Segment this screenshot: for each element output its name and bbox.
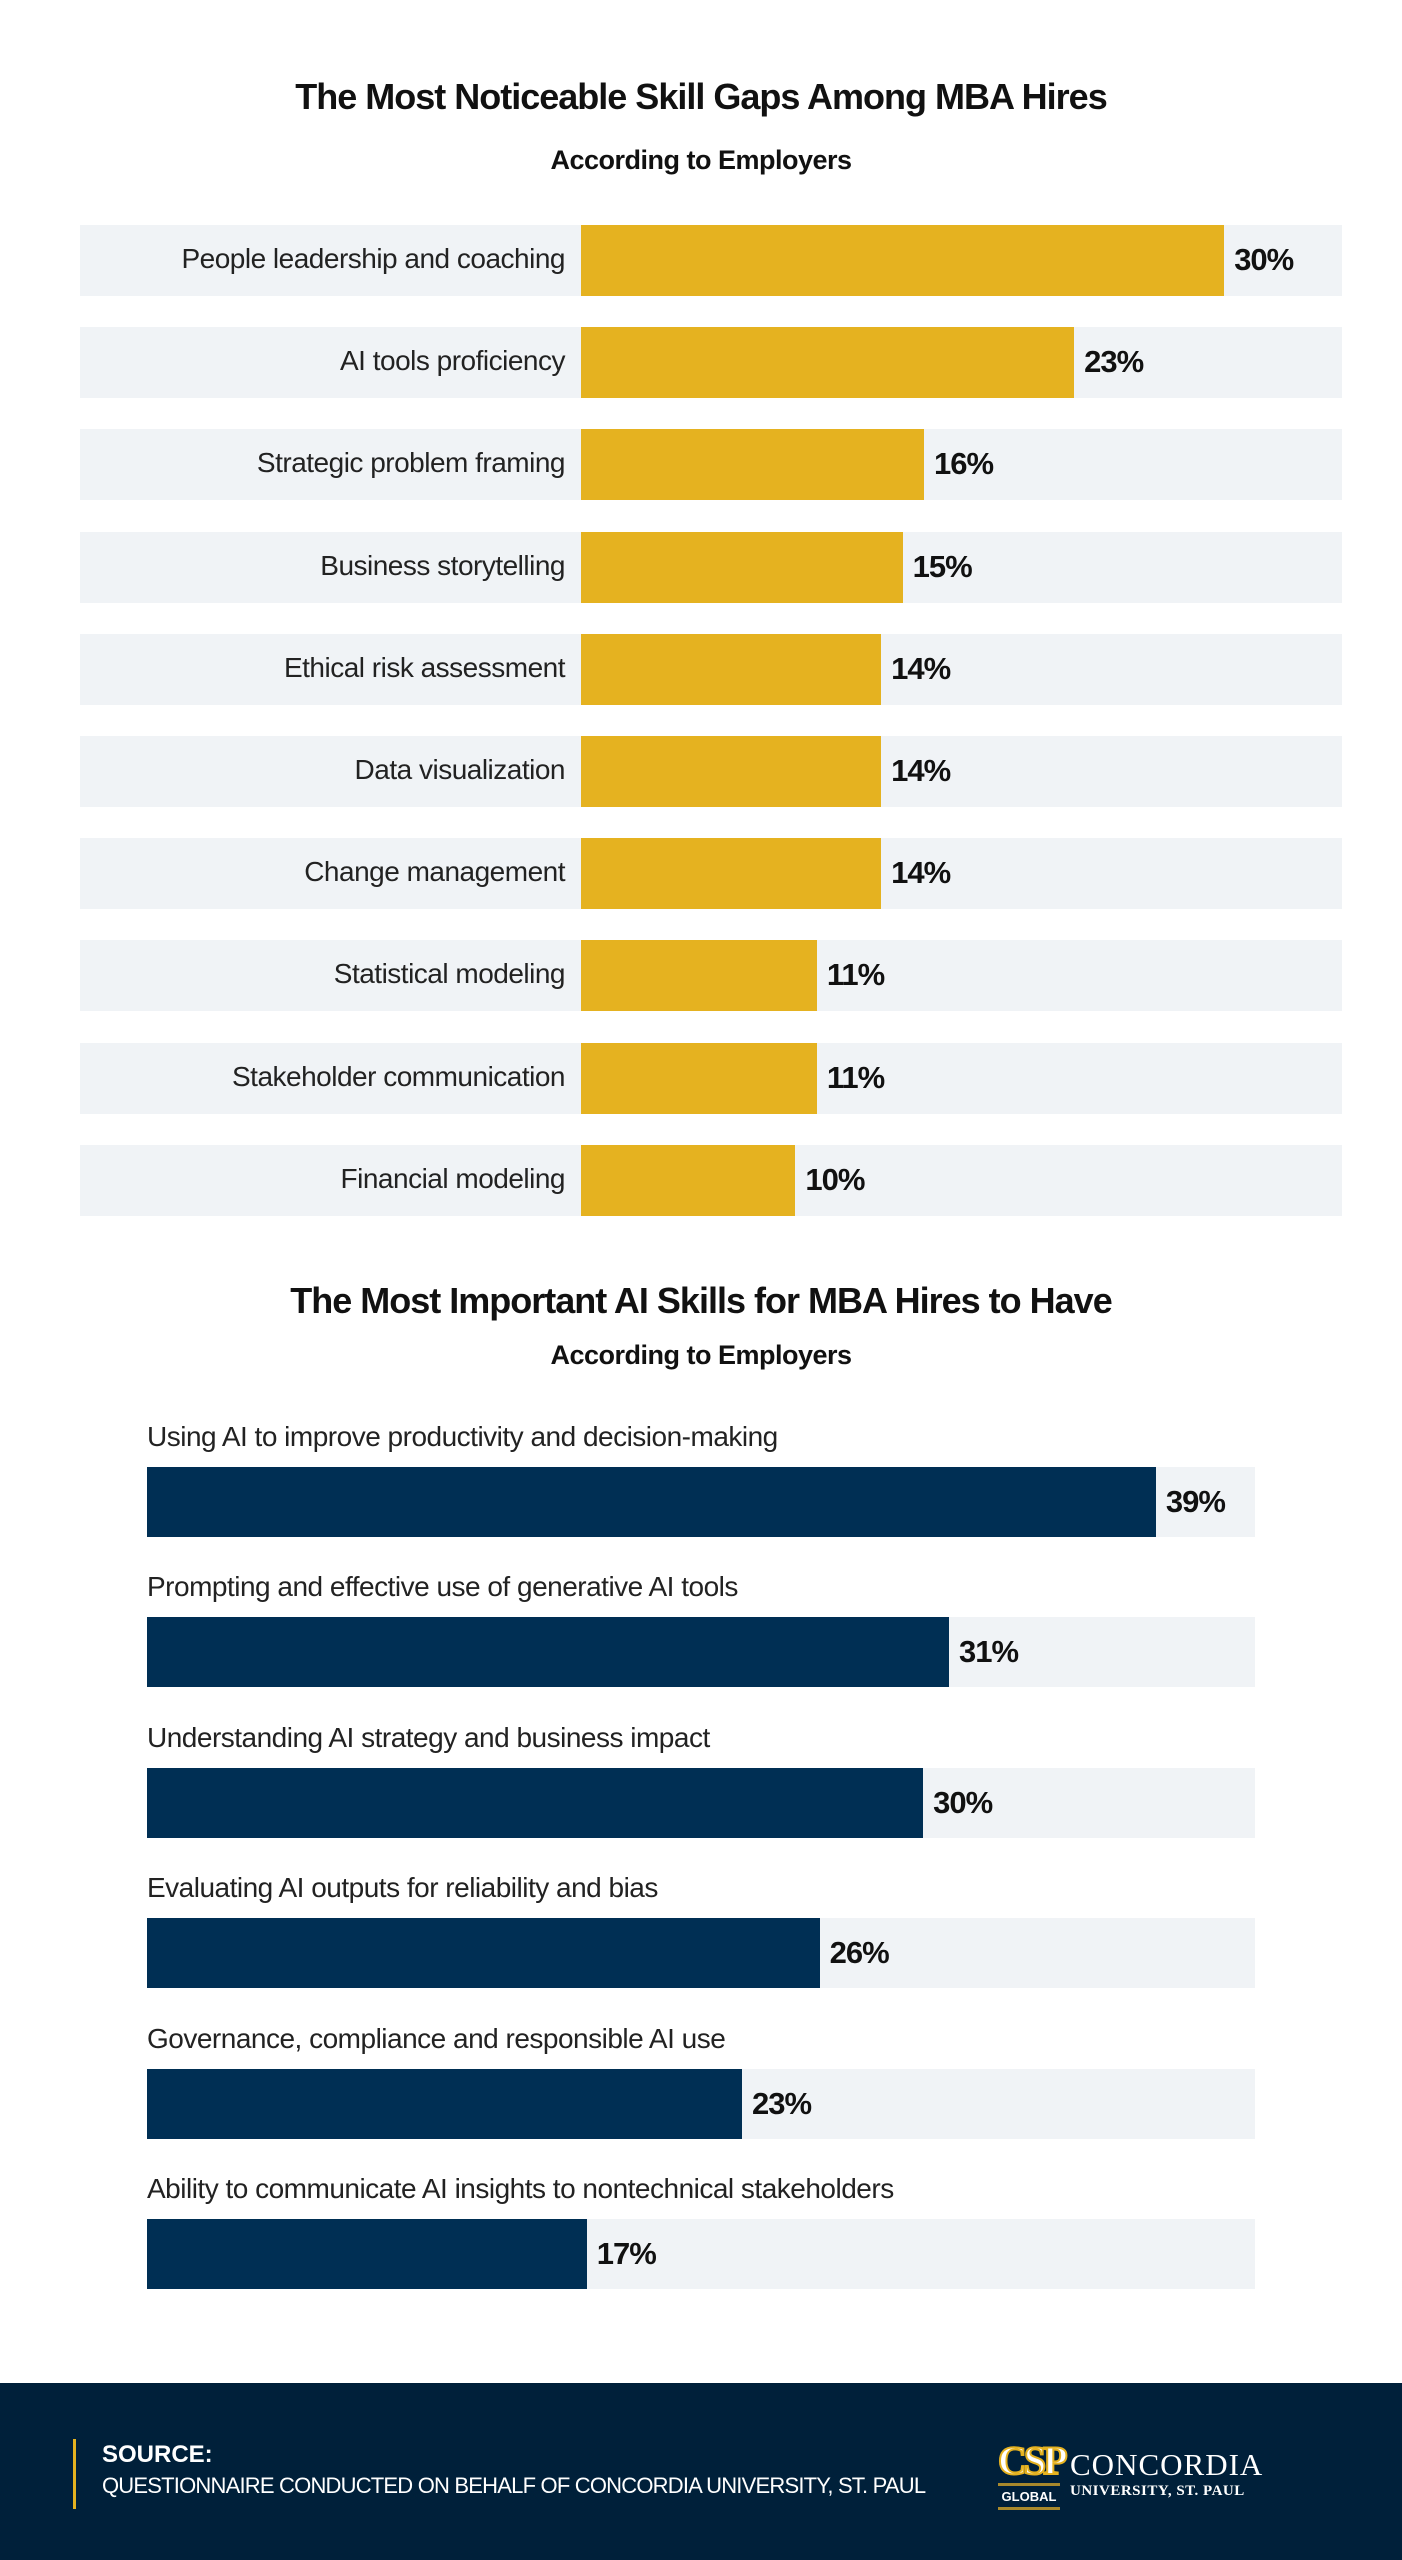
source-accent-rule	[73, 2439, 76, 2509]
value-label: 26%	[829, 1935, 890, 1971]
source-text: QUESTIONNAIRE CONDUCTED ON BEHALF OF CON…	[102, 2473, 926, 2498]
bar	[581, 429, 925, 501]
concordia-logo: CSP GLOBAL CONCORDIA UNIVERSITY, ST. PAU…	[997, 2438, 1328, 2511]
value-label: 14%	[891, 650, 951, 686]
category-label: Change management	[304, 856, 565, 888]
category-label: Business storytelling	[320, 549, 565, 581]
bar	[147, 1918, 820, 1989]
source-heading: SOURCE:	[102, 2441, 213, 2468]
category-label: AI tools proficiency	[340, 345, 566, 377]
chart2-title: The Most Important AI Skills for MBA Hir…	[290, 1280, 1112, 1321]
csp-global-label: GLOBAL	[998, 2483, 1060, 2510]
bar	[581, 327, 1075, 399]
logo-subtitle: UNIVERSITY, ST. PAUL	[1070, 2483, 1245, 2499]
category-label: Prompting and effective use of generativ…	[147, 1571, 738, 1603]
value-label: 17%	[596, 2236, 657, 2271]
value-label: 16%	[934, 446, 994, 482]
bar	[581, 633, 882, 705]
category-label: Ethical risk assessment	[283, 651, 566, 683]
category-label: Governance, compliance and responsible A…	[147, 2022, 726, 2054]
logo-name: CONCORDIA	[1070, 2447, 1264, 2482]
bar	[581, 1042, 817, 1114]
value-label: 14%	[891, 855, 951, 891]
value-label: 14%	[891, 753, 951, 788]
chart2-subtitle: According to Employers	[550, 1340, 852, 1370]
value-label: 11%	[826, 957, 885, 993]
value-label: 30%	[1234, 242, 1294, 277]
csp-logo-mark: CSP	[997, 2438, 1069, 2483]
value-label: 15%	[912, 548, 973, 584]
bar	[147, 1767, 924, 1838]
category-label: Ability to communicate AI insights to no…	[147, 2173, 894, 2204]
bar	[581, 736, 882, 807]
category-label: Understanding AI strategy and business i…	[147, 1721, 710, 1753]
bar	[147, 1617, 949, 1688]
category-label: Evaluating AI outputs for reliability an…	[147, 1872, 658, 1904]
value-label: 39%	[1165, 1484, 1226, 1519]
bar	[581, 225, 1225, 296]
category-label: Using AI to improve productivity and dec…	[147, 1421, 778, 1452]
bar	[147, 1467, 1156, 1537]
category-label: Financial modeling	[340, 1162, 566, 1194]
bar	[147, 2068, 742, 2139]
value-label: 23%	[1084, 344, 1144, 380]
value-label: 11%	[826, 1059, 885, 1095]
value-label: 10%	[805, 1161, 865, 1197]
value-label: 30%	[933, 1784, 993, 1820]
bar	[581, 940, 817, 1012]
bar	[581, 531, 903, 603]
chart1-subtitle: According to Employers	[550, 145, 852, 175]
category-label: Statistical modeling	[333, 958, 566, 990]
value-label: 23%	[752, 2085, 812, 2121]
category-label: Data visualization	[354, 754, 566, 785]
category-label: Strategic problem framing	[256, 447, 566, 479]
bar	[581, 838, 882, 910]
footer: SOURCE: QUESTIONNAIRE CONDUCTED ON BEHAL…	[0, 2383, 1402, 2560]
category-label: Stakeholder communication	[231, 1060, 566, 1092]
bar	[147, 2219, 587, 2289]
bar	[581, 1144, 796, 1216]
chart1-title: The Most Noticeable Skill Gaps Among MBA…	[295, 76, 1107, 117]
category-label: People leadership and coaching	[181, 243, 565, 274]
value-label: 31%	[958, 1634, 1019, 1670]
